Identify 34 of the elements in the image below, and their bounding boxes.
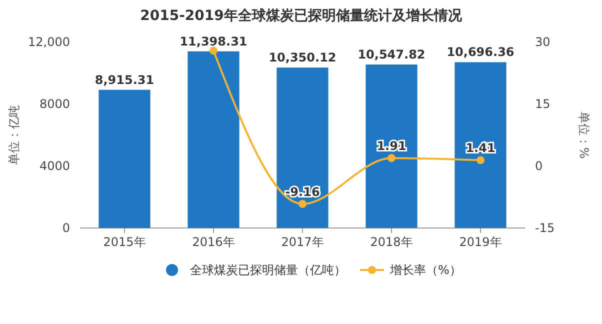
- data-label: 10,696.36: [446, 45, 514, 60]
- x-tick-label: 2019年: [459, 235, 502, 249]
- bar: [454, 62, 506, 228]
- bar: [366, 64, 418, 228]
- data-label: 11,398.31: [180, 34, 248, 48]
- data-label: 1.41: [466, 141, 496, 156]
- data-label: 8,915.31: [94, 72, 154, 87]
- x-tick-label: 2018年: [370, 235, 413, 249]
- y-tick-label: 4000: [39, 159, 70, 174]
- y2-tick-label: -15: [535, 221, 555, 236]
- point: [388, 154, 396, 162]
- y-axis-title: 单位：亿吨: [7, 105, 21, 165]
- y-tick-label: 0: [62, 221, 70, 236]
- data-label: 1.91: [376, 139, 406, 154]
- data-label: 10,350.12: [268, 50, 336, 65]
- y2-tick-label: 30: [535, 35, 550, 50]
- y2-tick-label: 0: [535, 159, 543, 174]
- chart-title: 2015-2019年全球煤炭已探明储量统计及增长情况: [140, 7, 463, 24]
- data-label: -9.16: [285, 184, 320, 199]
- x-tick-label: 2015年: [103, 235, 146, 249]
- legend-label: 增长率（%）: [389, 263, 462, 278]
- y-tick-label: 8000: [39, 97, 70, 112]
- data-label: 10,547.82: [358, 48, 426, 62]
- y2-tick-label: 15: [535, 97, 550, 112]
- x-tick-label: 2017年: [281, 235, 324, 249]
- point: [476, 156, 484, 164]
- point: [298, 200, 306, 208]
- bar: [276, 68, 328, 228]
- y2-axis-title: 单位：%: [577, 111, 591, 159]
- x-tick-label: 2016年: [192, 235, 235, 249]
- bar: [188, 51, 240, 228]
- y-tick-label: 12,000: [28, 35, 70, 50]
- legend-label: 全球煤炭已探明储量（亿吨）: [190, 263, 346, 278]
- bar: [98, 90, 150, 228]
